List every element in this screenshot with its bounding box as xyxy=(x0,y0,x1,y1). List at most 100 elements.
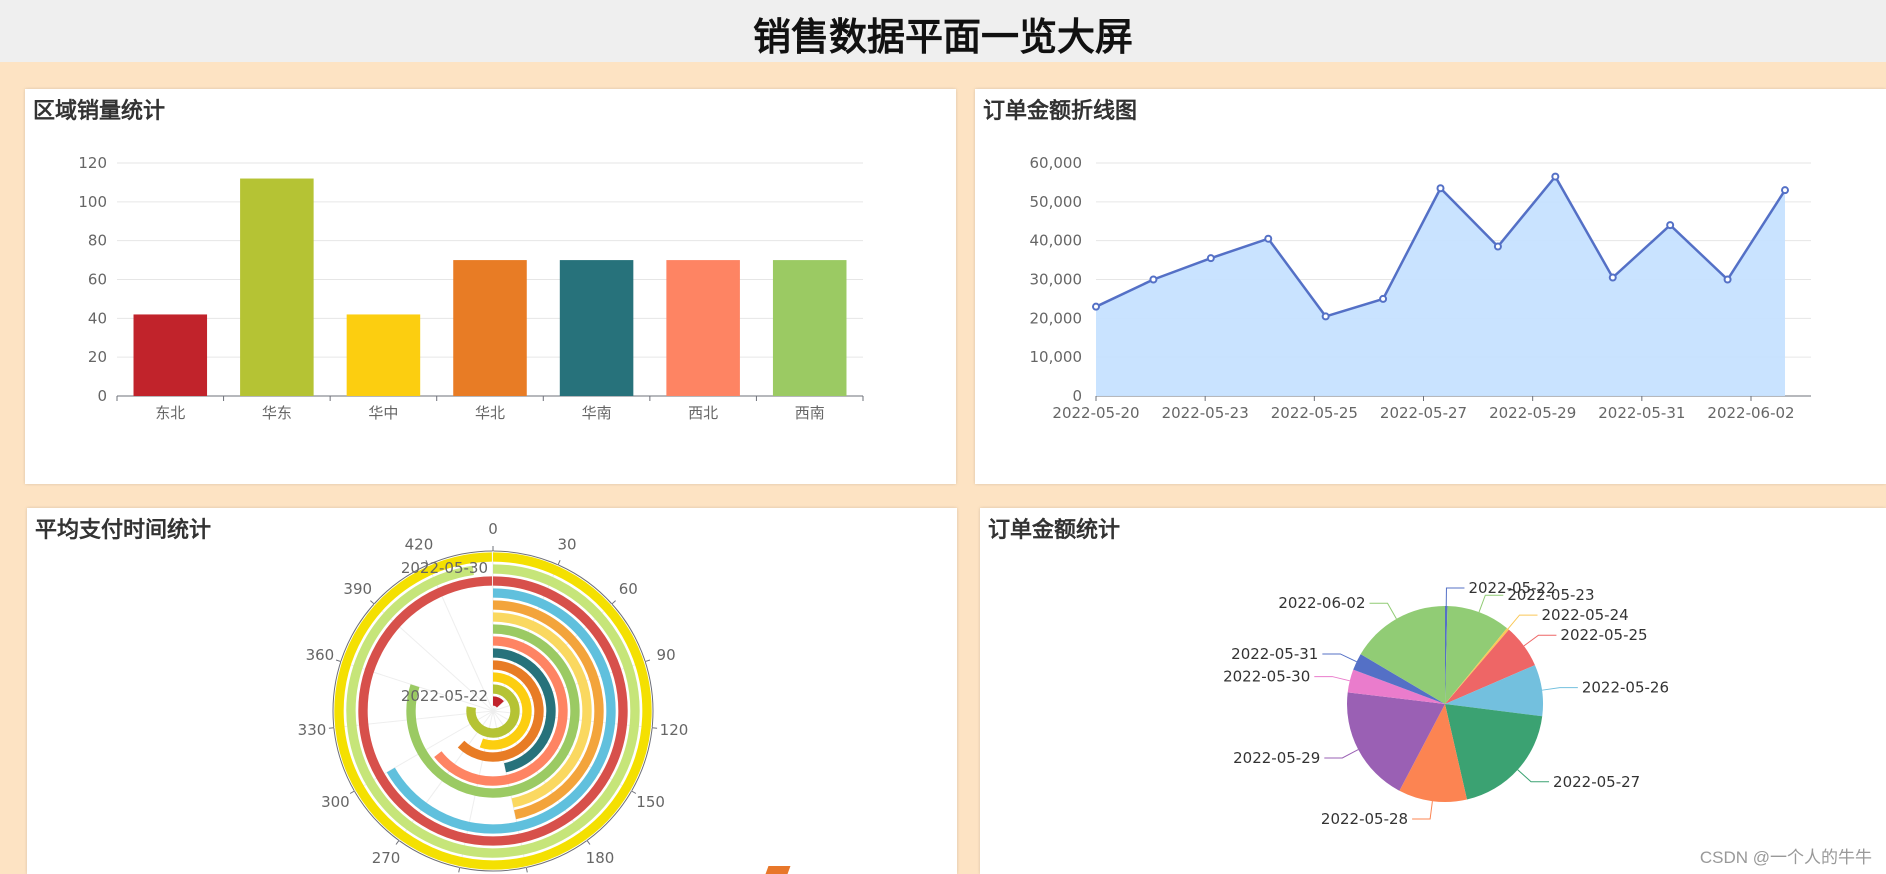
pie-label: 2022-05-29 xyxy=(1233,749,1320,767)
polar-tick xyxy=(425,560,429,566)
polar-bar-5 xyxy=(434,636,568,786)
line-y-tick-label: 50,000 xyxy=(1030,193,1083,211)
pie-label: 2022-05-30 xyxy=(1223,668,1310,686)
line-y-tick-label: 40,000 xyxy=(1030,232,1083,250)
pie-label-line xyxy=(1412,801,1433,820)
polar-angle-label: 0 xyxy=(488,520,498,538)
line-area-fill xyxy=(1096,176,1785,396)
polar-angle-label: 330 xyxy=(298,721,327,739)
line-point-2 xyxy=(1206,254,1215,263)
polar-tick xyxy=(349,790,355,794)
polar-tick xyxy=(645,659,651,663)
bar-5 xyxy=(666,260,740,396)
bar-x-tick-label: 华东 xyxy=(262,404,292,422)
pie-slice-8 xyxy=(1347,669,1445,704)
polar-radial-label: 2022-05-30 xyxy=(401,559,488,577)
polar-tick xyxy=(335,659,341,663)
pie-slice-6 xyxy=(1399,704,1467,802)
bar-2 xyxy=(346,314,421,396)
pie-slice-3 xyxy=(1445,629,1535,704)
polar-angle-label: 300 xyxy=(321,793,350,811)
polar-tick xyxy=(525,867,528,873)
pie-label: 2022-05-28 xyxy=(1321,810,1408,828)
polar-angle-label: 120 xyxy=(660,721,689,739)
bar-1 xyxy=(240,178,314,396)
polar-radial-label: 2022-05-22 xyxy=(401,687,488,705)
polar-angle-label: 90 xyxy=(657,646,676,664)
pie-slice-0 xyxy=(1445,606,1448,704)
line-chart-title: 订单金额折线图 xyxy=(983,99,1138,124)
polar-bar-9 xyxy=(386,588,616,834)
pie-label: 2022-05-31 xyxy=(1231,645,1318,663)
bar-y-tick-label: 80 xyxy=(88,232,107,250)
bar-y-tick-label: 60 xyxy=(88,271,107,289)
line-x-tick-label: 2022-05-20 xyxy=(1052,404,1139,422)
polar-angle-label: 360 xyxy=(306,646,335,664)
page-header: 销售数据平面一览大屏 xyxy=(0,0,1886,62)
pie-label: 2022-05-25 xyxy=(1560,626,1647,644)
pie-slice-5 xyxy=(1445,704,1543,800)
pie-slice-1 xyxy=(1445,606,1507,704)
line-chart: 0 10,000 20,000 30,000 40,000 50,000 60,000 202… xyxy=(1030,154,1811,422)
bar-y-tick-label: 120 xyxy=(78,154,107,172)
pie-label-line xyxy=(1517,769,1550,783)
line-point-7 xyxy=(1493,242,1502,251)
line-point-8 xyxy=(1551,172,1560,181)
pie-label: 2022-05-24 xyxy=(1542,606,1629,624)
line-y-tick-label: 20,000 xyxy=(1030,309,1083,327)
polar-chart: 0306090120150180210240270300330360390420… xyxy=(298,520,689,873)
pie-slice-7 xyxy=(1347,692,1445,791)
bar-6 xyxy=(772,260,847,396)
pie-label-line xyxy=(1322,653,1357,663)
polar-chart-title: 平均支付时间统计 xyxy=(35,518,212,543)
pie-label-line xyxy=(1541,687,1578,691)
pie-slice-4 xyxy=(1445,665,1543,717)
polar-tick xyxy=(370,600,375,605)
pie-label: 2022-05-26 xyxy=(1582,679,1669,697)
bar-3 xyxy=(453,260,527,396)
line-point-6 xyxy=(1436,184,1445,193)
polar-angle-label: 30 xyxy=(557,536,576,554)
polar-angle-label: 420 xyxy=(405,536,434,554)
bar-y-tick-label: 0 xyxy=(97,387,107,405)
pie-label-line xyxy=(1507,614,1538,630)
bar-x-tick-label: 华北 xyxy=(475,404,505,422)
polar-bar-7 xyxy=(492,612,592,808)
line-point-9 xyxy=(1608,273,1617,282)
line-point-10 xyxy=(1666,221,1675,230)
polar-bar-1 xyxy=(466,684,520,738)
polar-bar-12 xyxy=(334,552,652,870)
polar-bar-2 xyxy=(479,672,532,750)
line-x-tick-label: 2022-05-23 xyxy=(1162,404,1249,422)
line-y-tick-label: 10,000 xyxy=(1030,348,1083,366)
line-point-3 xyxy=(1264,234,1273,243)
pie-slice-10 xyxy=(1360,606,1445,704)
line-point-1 xyxy=(1149,275,1158,284)
pie-label-line xyxy=(1369,602,1397,620)
line-x-tick-label: 2022-05-29 xyxy=(1489,404,1576,422)
page-title: 销售数据平面一览大屏 xyxy=(752,15,1133,59)
line-x-tick-label: 2022-06-02 xyxy=(1707,404,1794,422)
polar-bar-8 xyxy=(492,600,604,820)
bar-0 xyxy=(133,314,208,396)
polar-chart-panel: 平均支付时间统计 0306090120150180210240270300330… xyxy=(27,508,957,874)
polar-bar-6 xyxy=(406,624,580,798)
line-point-11 xyxy=(1723,275,1732,284)
line-y-tick-label: 30,000 xyxy=(1030,271,1083,289)
bar-x-tick-label: 华南 xyxy=(582,404,612,422)
decoration-stroke xyxy=(765,866,791,874)
polar-angle-label: 180 xyxy=(586,849,615,867)
polar-bar-0 xyxy=(492,696,504,708)
bar-y-tick-label: 40 xyxy=(88,309,107,327)
polar-tick xyxy=(652,727,658,729)
line-x-tick-label: 2022-05-27 xyxy=(1380,404,1467,422)
watermark: CSDN @一个人的牛牛 xyxy=(1699,843,1872,868)
pie-label: 2022-05-23 xyxy=(1507,586,1594,604)
bar-chart: 0 20 40 60 80 100 120 东北 华东 华中 华北 华南 西北 西南 xyxy=(78,154,864,422)
pie-label-line xyxy=(1523,634,1557,647)
polar-tick xyxy=(328,727,334,729)
polar-bar-4 xyxy=(492,648,556,773)
bar-x-tick-label: 西南 xyxy=(795,404,825,422)
bar-chart-panel: 区域销量统计 0 20 40 60 80 100 120 东北 华东 华中 华北 华南 西北 西南 xyxy=(25,89,956,484)
bar-x-tick-label: 东北 xyxy=(155,404,185,422)
